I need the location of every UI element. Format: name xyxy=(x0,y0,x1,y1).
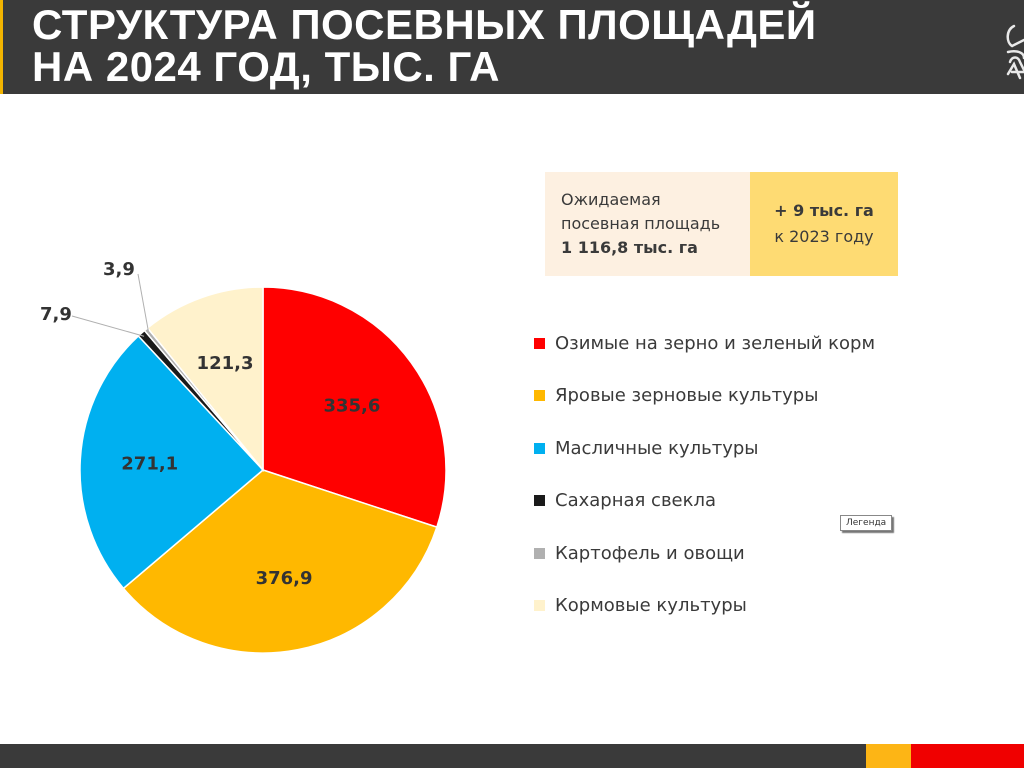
legend-item-1: Озимые на зерно и зеленый корм xyxy=(534,317,924,370)
legend-label-3: Масличные культуры xyxy=(555,437,759,459)
pie-slice-2 xyxy=(122,469,438,654)
legend-item-2: Яровые зерновые культуры xyxy=(534,370,924,423)
legend-tooltip: Легенда xyxy=(840,515,893,531)
legend-label-5: Картофель и овощи xyxy=(555,542,745,564)
legend-label-1: Озимые на зерно и зеленый корм xyxy=(555,332,876,354)
legend-item-4: Сахарная свекла xyxy=(534,475,924,528)
expected-area-line-2: посевная площадь xyxy=(561,214,721,233)
legend-marker-5 xyxy=(534,547,545,559)
pie-slice-6 xyxy=(146,286,264,473)
expected-area-line-1: Ожидаемая xyxy=(561,190,661,209)
area-change-value: + 9 тыс. га xyxy=(774,201,874,220)
leader-line-5 xyxy=(137,273,150,333)
leader-line-4 xyxy=(71,315,145,337)
header: СТРУКТУРА ПОСЕВНЫХ ПЛОЩАДЕЙ НА 2024 ГОД,… xyxy=(0,0,1024,94)
data-label-5: 3,9 xyxy=(103,259,135,280)
legend-marker-1 xyxy=(534,337,545,349)
legend-marker-3 xyxy=(534,442,545,454)
data-label-1: 335,6 xyxy=(323,396,380,417)
pie-slice-1 xyxy=(262,286,447,529)
pie-slice-3 xyxy=(79,334,265,590)
expected-area-value: 1 116,8 тыс. га xyxy=(561,238,698,257)
legend-item-6: Кормовые культуры xyxy=(534,580,924,633)
logo-icon xyxy=(1006,24,1024,80)
footer-accent-yellow xyxy=(866,744,911,768)
title-line-2: НА 2024 ГОД, ТЫС. ГА xyxy=(32,43,501,90)
page-title: СТРУКТУРА ПОСЕВНЫХ ПЛОЩАДЕЙ НА 2024 ГОД,… xyxy=(32,4,817,88)
footer-bar xyxy=(0,744,1024,768)
expected-area-panel: Ожидаемая посевная площадь 1 116,8 тыс. … xyxy=(545,172,750,276)
legend-label-4: Сахарная свекла xyxy=(555,490,717,512)
data-label-6: 121,3 xyxy=(197,353,254,374)
area-change-panel: + 9 тыс. га к 2023 году xyxy=(750,172,898,276)
footer-accent-red xyxy=(911,744,1024,768)
header-accent-bar xyxy=(0,0,3,94)
data-label-4: 7,9 xyxy=(40,304,72,325)
data-label-2: 376,9 xyxy=(256,568,313,589)
legend-marker-2 xyxy=(534,390,545,402)
area-change-caption: к 2023 году xyxy=(774,227,874,246)
legend-marker-4 xyxy=(534,495,545,507)
data-label-3: 271,1 xyxy=(121,453,178,474)
chart-legend: Озимые на зерно и зеленый корм Яровые зер… xyxy=(534,317,924,632)
legend-label-2: Яровые зерновые культуры xyxy=(555,385,819,407)
pie-chart: 335,6 376,9 271,1 7,9 3,9 121,3 xyxy=(40,259,447,654)
expected-area-box: Ожидаемая посевная площадь 1 116,8 тыс. … xyxy=(545,172,898,276)
title-line-1: СТРУКТУРА ПОСЕВНЫХ ПЛОЩАДЕЙ xyxy=(32,1,817,48)
legend-item-5: Картофель и овощи xyxy=(534,527,924,580)
legend-marker-6 xyxy=(534,600,545,612)
legend-item-3: Масличные культуры xyxy=(534,422,924,475)
legend-label-6: Кормовые культуры xyxy=(555,595,747,617)
